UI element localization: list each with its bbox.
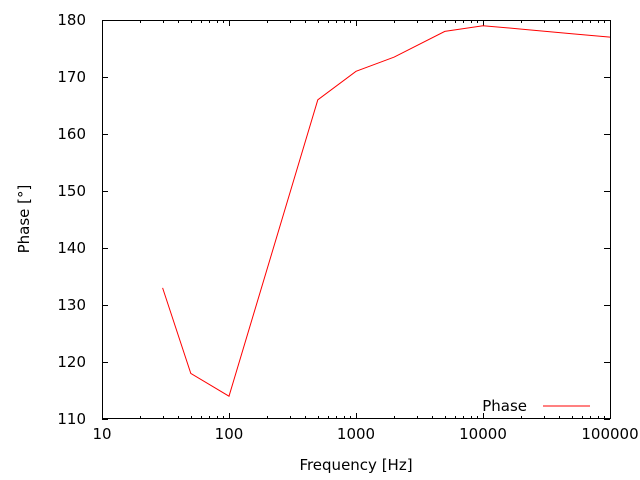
y-tick-label: 180: [57, 11, 86, 29]
x-tick-label: 10: [92, 425, 111, 443]
x-tick-label: 100000: [581, 425, 638, 443]
x-axis-title: Frequency [Hz]: [299, 456, 412, 474]
y-tick-label: 160: [57, 125, 86, 143]
plot-border: [102, 20, 611, 419]
axis-ticks: [102, 20, 611, 420]
y-tick-label: 120: [57, 353, 86, 371]
legend-phase-label: Phase: [482, 397, 527, 415]
y-tick-label: 140: [57, 239, 86, 257]
y-tick-label: 110: [57, 410, 86, 428]
x-tick-label: 10000: [459, 425, 507, 443]
legend: Phase: [482, 397, 590, 415]
phase-series-line: [162, 25, 611, 397]
y-axis-title: Phase [°]: [15, 185, 33, 254]
y-tick-label: 170: [57, 68, 86, 86]
x-tick-label: 100: [215, 425, 244, 443]
y-tick-label: 150: [57, 182, 86, 200]
x-tick-label: 1000: [337, 425, 375, 443]
y-tick-label: 130: [57, 296, 86, 314]
tick-labels: 10 100 1000 10000 100000 110 120 130 140 150 160 17…: [57, 11, 638, 443]
